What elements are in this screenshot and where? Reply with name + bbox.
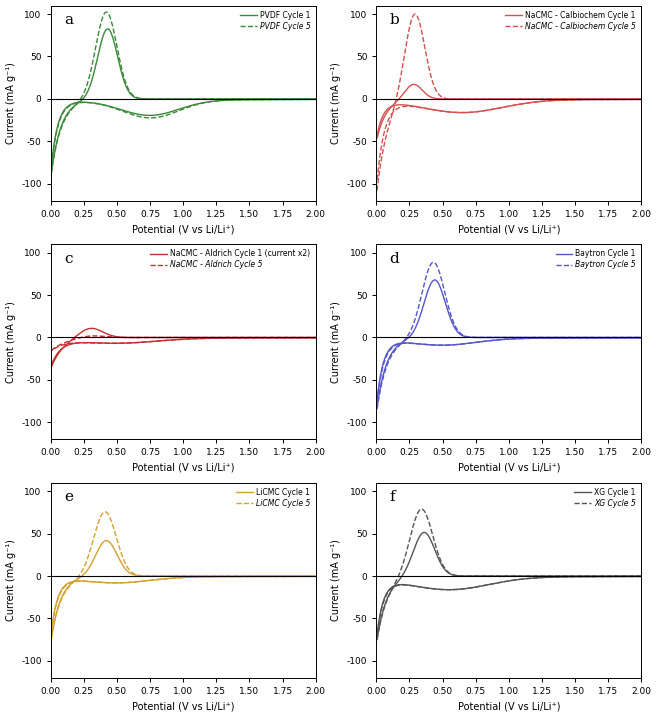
X-axis label: Potential (V vs Li/Li⁺): Potential (V vs Li/Li⁺) bbox=[132, 224, 235, 234]
Text: b: b bbox=[390, 14, 399, 27]
Y-axis label: Current (mA g⁻¹): Current (mA g⁻¹) bbox=[331, 300, 341, 383]
X-axis label: Potential (V vs Li/Li⁺): Potential (V vs Li/Li⁺) bbox=[458, 224, 560, 234]
X-axis label: Potential (V vs Li/Li⁺): Potential (V vs Li/Li⁺) bbox=[458, 701, 560, 711]
Legend: LiCMC Cycle 1, LiCMC Cycle 5: LiCMC Cycle 1, LiCMC Cycle 5 bbox=[235, 486, 312, 509]
Text: a: a bbox=[64, 14, 73, 27]
Y-axis label: Current (mA g⁻¹): Current (mA g⁻¹) bbox=[5, 300, 16, 383]
Legend: Baytron Cycle 1, Baytron Cycle 5: Baytron Cycle 1, Baytron Cycle 5 bbox=[554, 248, 638, 271]
Legend: NaCMC - Aldrich Cycle 1 (current x2), NaCMC - Aldrich Cycle 5: NaCMC - Aldrich Cycle 1 (current x2), Na… bbox=[149, 248, 312, 271]
Legend: PVDF Cycle 1, PVDF Cycle 5: PVDF Cycle 1, PVDF Cycle 5 bbox=[238, 9, 312, 32]
X-axis label: Potential (V vs Li/Li⁺): Potential (V vs Li/Li⁺) bbox=[132, 463, 235, 473]
Y-axis label: Current (mA g⁻¹): Current (mA g⁻¹) bbox=[5, 539, 16, 621]
Legend: NaCMC - Calbiochem Cycle 1, NaCMC - Calbiochem Cycle 5: NaCMC - Calbiochem Cycle 1, NaCMC - Calb… bbox=[504, 9, 638, 32]
Text: c: c bbox=[64, 252, 72, 266]
Text: d: d bbox=[390, 252, 399, 266]
X-axis label: Potential (V vs Li/Li⁺): Potential (V vs Li/Li⁺) bbox=[132, 701, 235, 711]
Legend: XG Cycle 1, XG Cycle 5: XG Cycle 1, XG Cycle 5 bbox=[573, 486, 638, 509]
Y-axis label: Current (mA g⁻¹): Current (mA g⁻¹) bbox=[331, 62, 341, 144]
X-axis label: Potential (V vs Li/Li⁺): Potential (V vs Li/Li⁺) bbox=[458, 463, 560, 473]
Y-axis label: Current (mA g⁻¹): Current (mA g⁻¹) bbox=[331, 539, 341, 621]
Text: e: e bbox=[64, 490, 73, 505]
Text: f: f bbox=[390, 490, 396, 505]
Y-axis label: Current (mA g⁻¹): Current (mA g⁻¹) bbox=[5, 62, 16, 144]
